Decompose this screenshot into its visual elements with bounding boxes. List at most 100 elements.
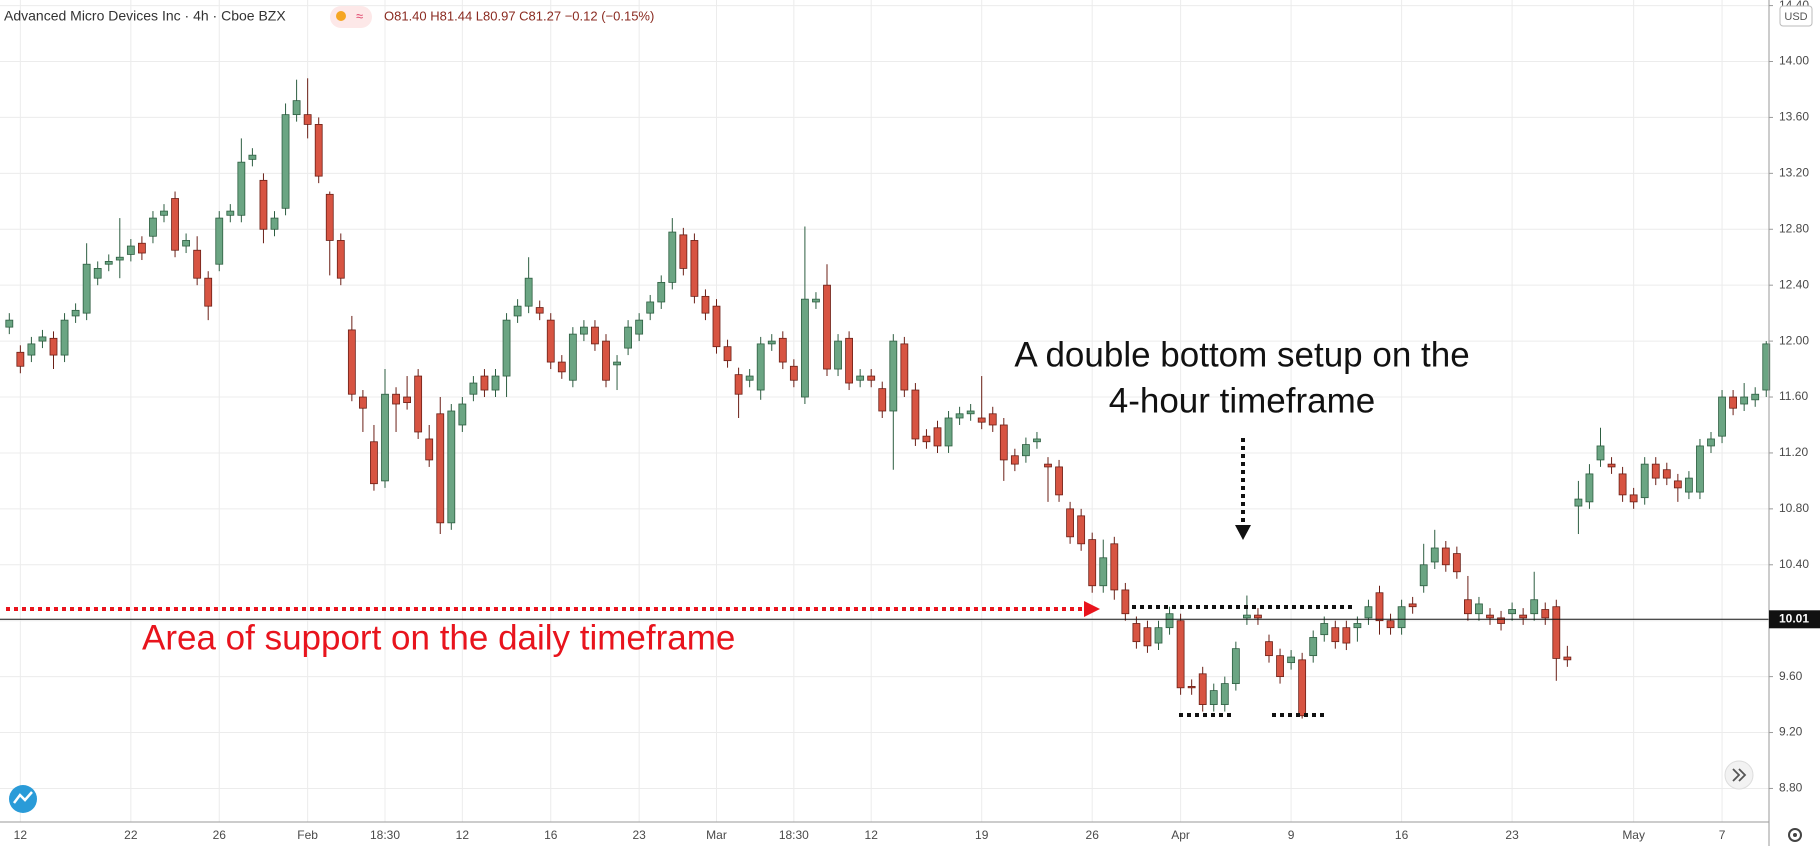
- logo-mark: [13, 791, 33, 804]
- candle-body: [513, 305, 522, 317]
- candle-body: [1552, 606, 1561, 659]
- candle-body: [1563, 656, 1572, 661]
- candle-body: [358, 396, 367, 409]
- gear-center: [1793, 833, 1797, 837]
- candle-body: [778, 337, 787, 363]
- candle-body: [1629, 494, 1638, 503]
- x-tick-label: 26: [213, 828, 227, 842]
- candle-body: [789, 365, 798, 381]
- candle-body: [845, 337, 853, 384]
- candle-body: [1640, 463, 1649, 499]
- candle-body: [635, 319, 644, 335]
- candle-body: [1662, 469, 1671, 479]
- candle-body: [215, 217, 224, 265]
- candle-body: [1486, 614, 1494, 619]
- candle-body: [1430, 547, 1439, 563]
- candle-body: [1121, 589, 1130, 615]
- candle-body: [1077, 515, 1086, 545]
- candle-body: [966, 410, 975, 415]
- y-tick-label: 11.20: [1779, 445, 1808, 459]
- y-tick-label: 13.60: [1779, 110, 1809, 124]
- candle-body: [1033, 438, 1041, 443]
- candle-body: [5, 319, 14, 328]
- candle-body: [801, 298, 809, 398]
- candle-body: [38, 336, 47, 342]
- candle-body: [1243, 614, 1251, 619]
- x-tick-label: 18:30: [370, 828, 400, 842]
- candle-body: [1596, 445, 1605, 461]
- candle-body: [160, 210, 168, 216]
- candle-body: [889, 340, 898, 412]
- candle-body: [955, 413, 964, 419]
- pointer-arrowhead: [1235, 525, 1251, 540]
- candle-body: [679, 234, 688, 269]
- y-tick-label: 10.80: [1779, 501, 1809, 515]
- candle-body: [1497, 617, 1505, 624]
- candle-body: [1729, 396, 1737, 409]
- y-tick-label: 13.20: [1779, 166, 1809, 180]
- y-tick-label: 9.60: [1779, 669, 1803, 683]
- candle-body: [1718, 396, 1726, 437]
- y-tick-label: 9.20: [1779, 725, 1803, 739]
- candle-body: [1530, 599, 1539, 615]
- x-tick-label: Apr: [1171, 828, 1190, 842]
- x-tick-label: 19: [975, 828, 989, 842]
- candle-body: [657, 281, 666, 303]
- candle-body: [1022, 444, 1030, 457]
- candle-body: [1231, 648, 1240, 685]
- y-tick-label: 8.80: [1779, 781, 1803, 795]
- y-tick-label: 12.80: [1779, 221, 1809, 235]
- currency-label: USD: [1784, 11, 1807, 23]
- candle-body: [325, 193, 334, 241]
- wave-icon: ≈: [356, 8, 363, 23]
- candle-body: [734, 374, 743, 395]
- candle-body: [878, 388, 887, 412]
- candle-body: [248, 154, 257, 160]
- logo[interactable]: [9, 785, 37, 813]
- annotation-text: Area of support on the daily timeframe: [142, 618, 735, 657]
- currency-box[interactable]: [1779, 5, 1813, 27]
- candle-body: [60, 319, 69, 356]
- scroll-button[interactable]: [1724, 760, 1754, 790]
- candle-body: [1220, 683, 1229, 705]
- x-tick-label: May: [1622, 828, 1645, 842]
- candle-body: [1309, 637, 1318, 657]
- candle-body: [93, 268, 102, 279]
- x-tick-label: 7: [1719, 828, 1726, 842]
- candle-body: [568, 333, 577, 381]
- candle-body: [1132, 623, 1141, 643]
- x-tick-label: 16: [544, 828, 558, 842]
- candle-body: [723, 346, 732, 362]
- x-tick-label: 18:30: [779, 828, 809, 842]
- annotation-text: 4-hour timeframe: [1109, 381, 1375, 420]
- candle-body: [1441, 547, 1450, 566]
- candle-body: [1342, 627, 1351, 644]
- x-tick-label: 23: [1505, 828, 1519, 842]
- candle-body: [535, 307, 544, 314]
- gear-icon[interactable]: [1788, 828, 1802, 842]
- candle-body: [193, 249, 202, 279]
- candle-body: [944, 417, 953, 447]
- annotation-text: A double bottom setup on the: [1014, 335, 1469, 374]
- candle-body: [1541, 609, 1550, 619]
- candle-body: [591, 326, 599, 345]
- settings-button[interactable]: [1788, 828, 1802, 842]
- candle-body: [1353, 623, 1362, 629]
- candle-body: [491, 375, 500, 391]
- last-price-label: 10.01: [1779, 611, 1809, 625]
- candle-body: [701, 295, 710, 314]
- x-tick-label: Feb: [297, 828, 318, 842]
- y-tick-label: 14.00: [1779, 54, 1809, 68]
- last-price-box: [1769, 610, 1820, 629]
- candle-body: [1375, 592, 1384, 622]
- candle-body: [149, 217, 157, 237]
- candle-body: [204, 277, 213, 307]
- candle-body: [336, 240, 345, 279]
- chart-title: Advanced Micro Devices Inc · 4h · Cboe B…: [4, 8, 286, 24]
- candle-body: [1254, 614, 1262, 619]
- candle-body: [1165, 613, 1174, 629]
- candle-body: [867, 375, 876, 381]
- candle-body: [602, 340, 610, 381]
- y-tick-label: 12.00: [1779, 333, 1809, 347]
